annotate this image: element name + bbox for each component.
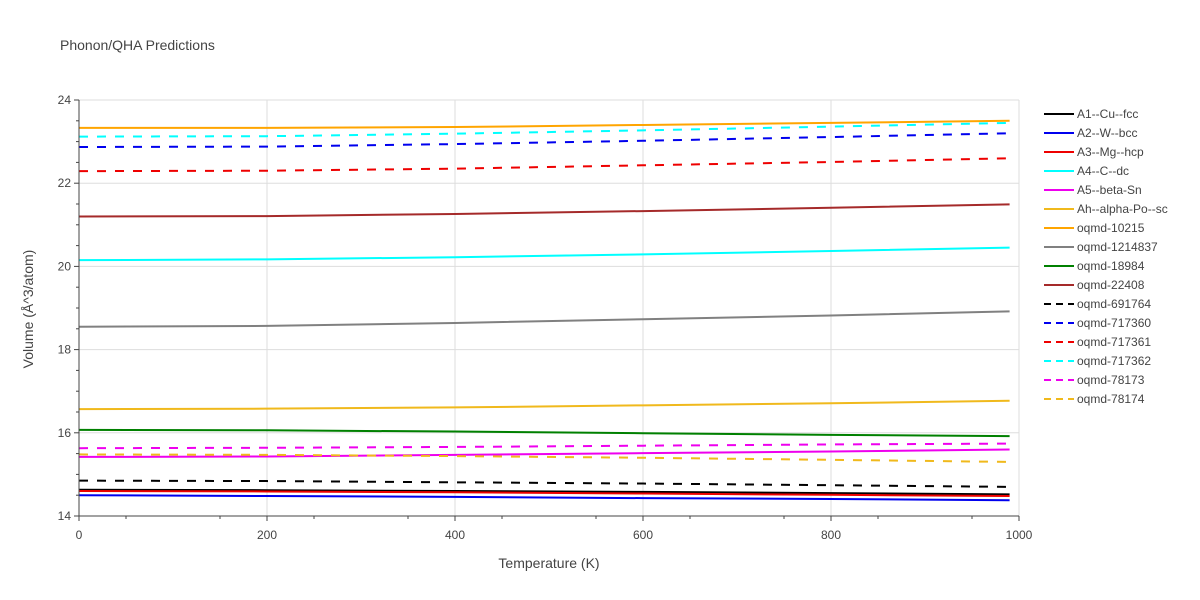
series-line xyxy=(78,442,1010,450)
legend-label: A1--Cu--fcc xyxy=(1077,107,1138,121)
series-line xyxy=(79,119,1010,129)
legend-label: oqmd-1214837 xyxy=(1077,240,1158,254)
x-axis-title: Temperature (K) xyxy=(498,555,599,571)
series-line xyxy=(78,488,1010,496)
series-line xyxy=(78,203,1010,218)
x-tick-label: 200 xyxy=(257,528,277,542)
y-tick-label: 16 xyxy=(58,426,72,440)
y-tick-label: 22 xyxy=(58,176,72,190)
legend-label: oqmd-691764 xyxy=(1077,297,1151,311)
y-ticks: 14 16 18 20 22 24 xyxy=(58,93,79,523)
series-line xyxy=(78,490,1010,498)
series-line xyxy=(78,479,1010,488)
legend-label: A4--C--dc xyxy=(1077,164,1129,178)
series-line xyxy=(78,428,1010,438)
legend-label: A3--Mg--hcp xyxy=(1077,145,1144,159)
series-line xyxy=(78,132,1010,149)
x-tick-label: 0 xyxy=(76,528,83,542)
series-line xyxy=(78,494,1010,502)
series-line xyxy=(78,310,1010,328)
series-line xyxy=(78,246,1010,262)
legend-label: oqmd-717361 xyxy=(1077,335,1151,349)
legend-label: oqmd-717362 xyxy=(1077,354,1151,368)
x-tick-label: 1000 xyxy=(1006,528,1033,542)
legend-label: Ah--alpha-Po--sc xyxy=(1077,202,1168,216)
y-axis-title: Volume (Å^3/atom) xyxy=(20,250,36,369)
axes xyxy=(78,100,1019,517)
y-tick-label: 20 xyxy=(58,259,72,273)
series-lines xyxy=(78,119,1010,502)
x-tick-label: 800 xyxy=(821,528,841,542)
series-line xyxy=(78,121,1010,138)
legend-label: oqmd-78173 xyxy=(1077,373,1145,387)
legend-label: A5--beta-Sn xyxy=(1077,183,1142,197)
legend-label: oqmd-18984 xyxy=(1077,259,1145,273)
legend-label: oqmd-717360 xyxy=(1077,316,1151,330)
series-line xyxy=(78,399,1010,411)
legend-label: oqmd-10215 xyxy=(1077,221,1145,235)
x-tick-label: 400 xyxy=(445,528,465,542)
y-tick-label: 14 xyxy=(58,509,72,523)
legend-label: oqmd-22408 xyxy=(1077,278,1145,292)
series-line xyxy=(78,157,1010,173)
series-line xyxy=(78,448,1010,458)
y-tick-label: 18 xyxy=(58,343,72,357)
legend-label: oqmd-78174 xyxy=(1077,392,1145,406)
x-tick-label: 600 xyxy=(633,528,653,542)
x-ticks: 0 200 400 600 800 1000 xyxy=(76,516,1033,542)
chart-title: Phonon/QHA Predictions xyxy=(60,37,215,53)
legend-label: A2--W--bcc xyxy=(1077,126,1137,140)
series-line xyxy=(78,453,1010,463)
y-tick-label: 24 xyxy=(58,93,72,107)
legend: A1--Cu--fcc A2--W--bcc A3--Mg--hcp A4--C--d… xyxy=(1044,107,1168,406)
